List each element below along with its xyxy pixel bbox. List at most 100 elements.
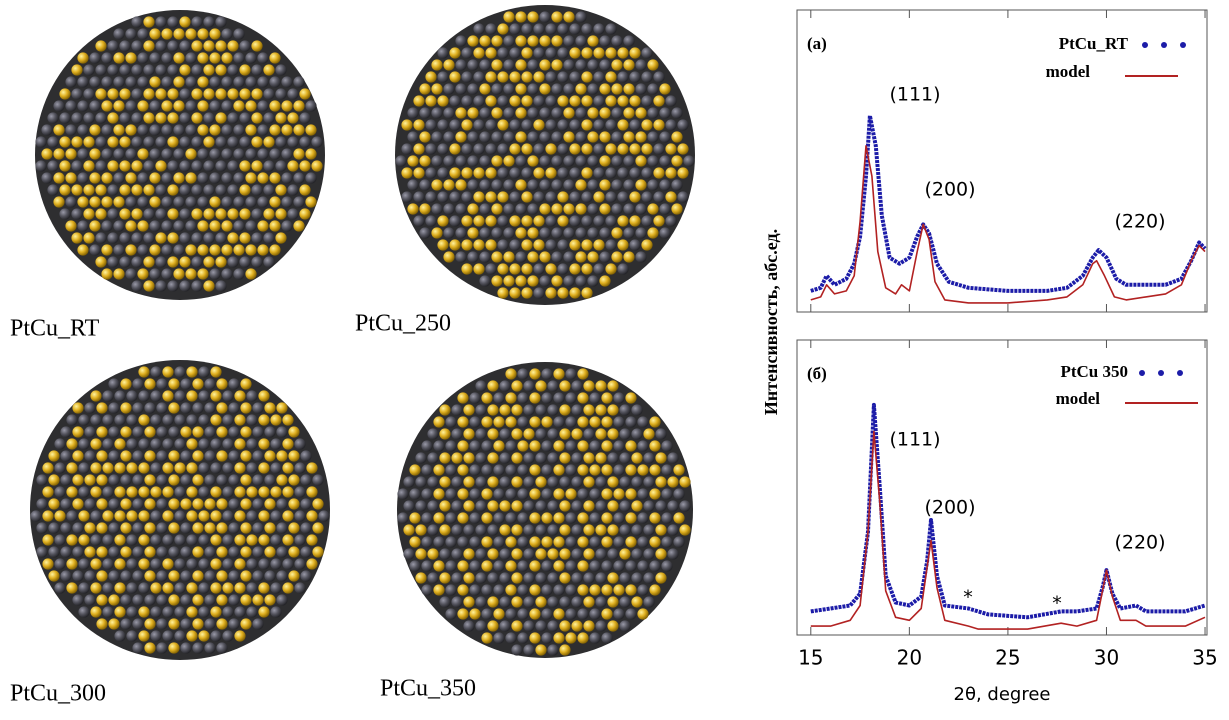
atom (635, 179, 647, 191)
atom (191, 280, 203, 292)
atom (233, 76, 245, 88)
atom (527, 203, 539, 215)
atom (451, 452, 463, 464)
atom (251, 184, 263, 196)
atom (431, 155, 443, 167)
atom (589, 392, 601, 404)
atom (439, 452, 451, 464)
atom (245, 76, 257, 88)
atom (485, 239, 497, 251)
atom (535, 596, 547, 608)
atom (198, 510, 210, 522)
atom (162, 414, 174, 426)
atom (613, 536, 625, 548)
atom (611, 227, 623, 239)
atom (209, 100, 221, 112)
atom (599, 179, 611, 191)
atom (174, 606, 186, 618)
atom (595, 476, 607, 488)
atom (545, 47, 557, 59)
atom (191, 184, 203, 196)
atom (264, 546, 276, 558)
atom (191, 16, 203, 28)
atom (617, 191, 629, 203)
atom (204, 594, 216, 606)
atom (437, 191, 449, 203)
atom (479, 155, 491, 167)
atom (523, 524, 535, 536)
atom (191, 40, 203, 52)
atom (77, 52, 89, 64)
atom (571, 428, 583, 440)
atom (174, 534, 186, 546)
atom (521, 287, 533, 299)
atom (168, 498, 180, 510)
atom (197, 76, 209, 88)
atom (239, 112, 251, 124)
atom (587, 203, 599, 215)
atom (150, 534, 162, 546)
atom (613, 608, 625, 620)
atom (475, 524, 487, 536)
atom (599, 227, 611, 239)
atom (451, 572, 463, 584)
atom (264, 450, 276, 462)
atom (437, 143, 449, 155)
atom (96, 474, 108, 486)
atom (90, 390, 102, 402)
atom (227, 184, 239, 196)
atom (511, 476, 523, 488)
atom (156, 594, 168, 606)
atom (505, 488, 517, 500)
atom (527, 275, 539, 287)
atom (523, 572, 535, 584)
atom (569, 215, 581, 227)
atom (587, 131, 599, 143)
atom (227, 88, 239, 100)
atom (457, 392, 469, 404)
atom (174, 510, 186, 522)
atom (65, 220, 77, 232)
atom (547, 380, 559, 392)
atom (635, 83, 647, 95)
atom (577, 440, 589, 452)
atom (269, 244, 281, 256)
atom (601, 464, 613, 476)
atom (257, 124, 269, 136)
atom (565, 440, 577, 452)
atom (216, 546, 228, 558)
atom (252, 474, 264, 486)
atom (281, 196, 293, 208)
atom (95, 40, 107, 52)
atom (234, 558, 246, 570)
atom (571, 500, 583, 512)
atom (581, 23, 593, 35)
atom (551, 203, 563, 215)
atom (72, 522, 84, 534)
atom (589, 536, 601, 548)
atom (263, 256, 275, 268)
atom (167, 40, 179, 52)
atom (257, 76, 269, 88)
atom (661, 488, 673, 500)
atom (155, 40, 167, 52)
atom (563, 179, 575, 191)
atom (547, 500, 559, 512)
atom (179, 16, 191, 28)
atom (137, 244, 149, 256)
atom (131, 112, 143, 124)
atom (66, 558, 78, 570)
atom (174, 582, 186, 594)
atom (126, 558, 138, 570)
atom (589, 512, 601, 524)
atom (631, 500, 643, 512)
atom (617, 239, 629, 251)
atom (149, 244, 161, 256)
atom (197, 196, 209, 208)
atom (263, 160, 275, 172)
atom (251, 256, 263, 268)
atom (107, 184, 119, 196)
atom (126, 462, 138, 474)
atom (617, 47, 629, 59)
atom (276, 522, 288, 534)
